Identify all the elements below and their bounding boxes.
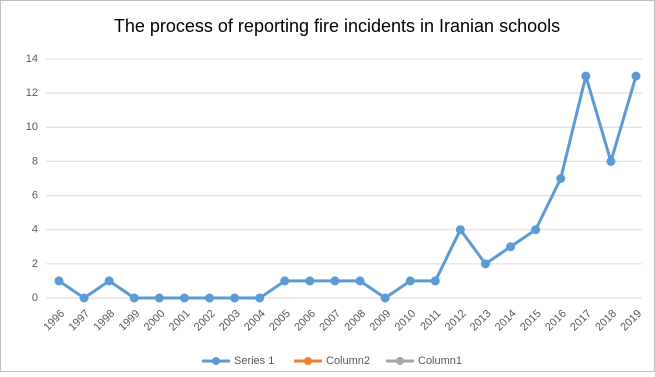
legend-marker [396, 357, 404, 365]
data-point [255, 293, 265, 303]
legend-label: Column1 [418, 355, 462, 367]
data-point [280, 276, 290, 286]
data-point [430, 276, 440, 286]
data-point [79, 293, 89, 303]
y-tick-label: 10 [26, 121, 38, 133]
data-point [380, 293, 390, 303]
y-tick-label: 2 [32, 258, 38, 270]
data-point [154, 293, 164, 303]
y-tick-label: 14 [26, 53, 38, 65]
chart-title: The process of reporting fire incidents … [114, 16, 560, 36]
data-point [305, 276, 315, 286]
data-point [631, 71, 641, 81]
data-point [230, 293, 240, 303]
data-point [104, 276, 114, 286]
y-tick-label: 12 [26, 87, 38, 99]
y-tick-label: 6 [32, 189, 38, 201]
data-point [556, 174, 566, 183]
data-point [179, 293, 189, 303]
data-point [581, 71, 591, 81]
y-tick-label: 4 [32, 224, 38, 236]
data-point [606, 156, 616, 166]
data-point [506, 242, 516, 252]
data-point [129, 293, 139, 303]
y-tick-label: 8 [32, 155, 38, 167]
data-point [355, 276, 365, 286]
data-point [330, 276, 340, 286]
legend-label: Column2 [326, 355, 370, 367]
data-point [405, 276, 415, 286]
legend-marker [304, 357, 312, 365]
data-point [54, 276, 64, 286]
legend-label: Series 1 [234, 355, 274, 367]
data-point [531, 225, 541, 235]
data-point [455, 225, 465, 235]
legend-marker [212, 357, 220, 365]
data-point [480, 259, 490, 269]
y-tick-label: 0 [32, 292, 38, 304]
data-point [205, 293, 215, 303]
